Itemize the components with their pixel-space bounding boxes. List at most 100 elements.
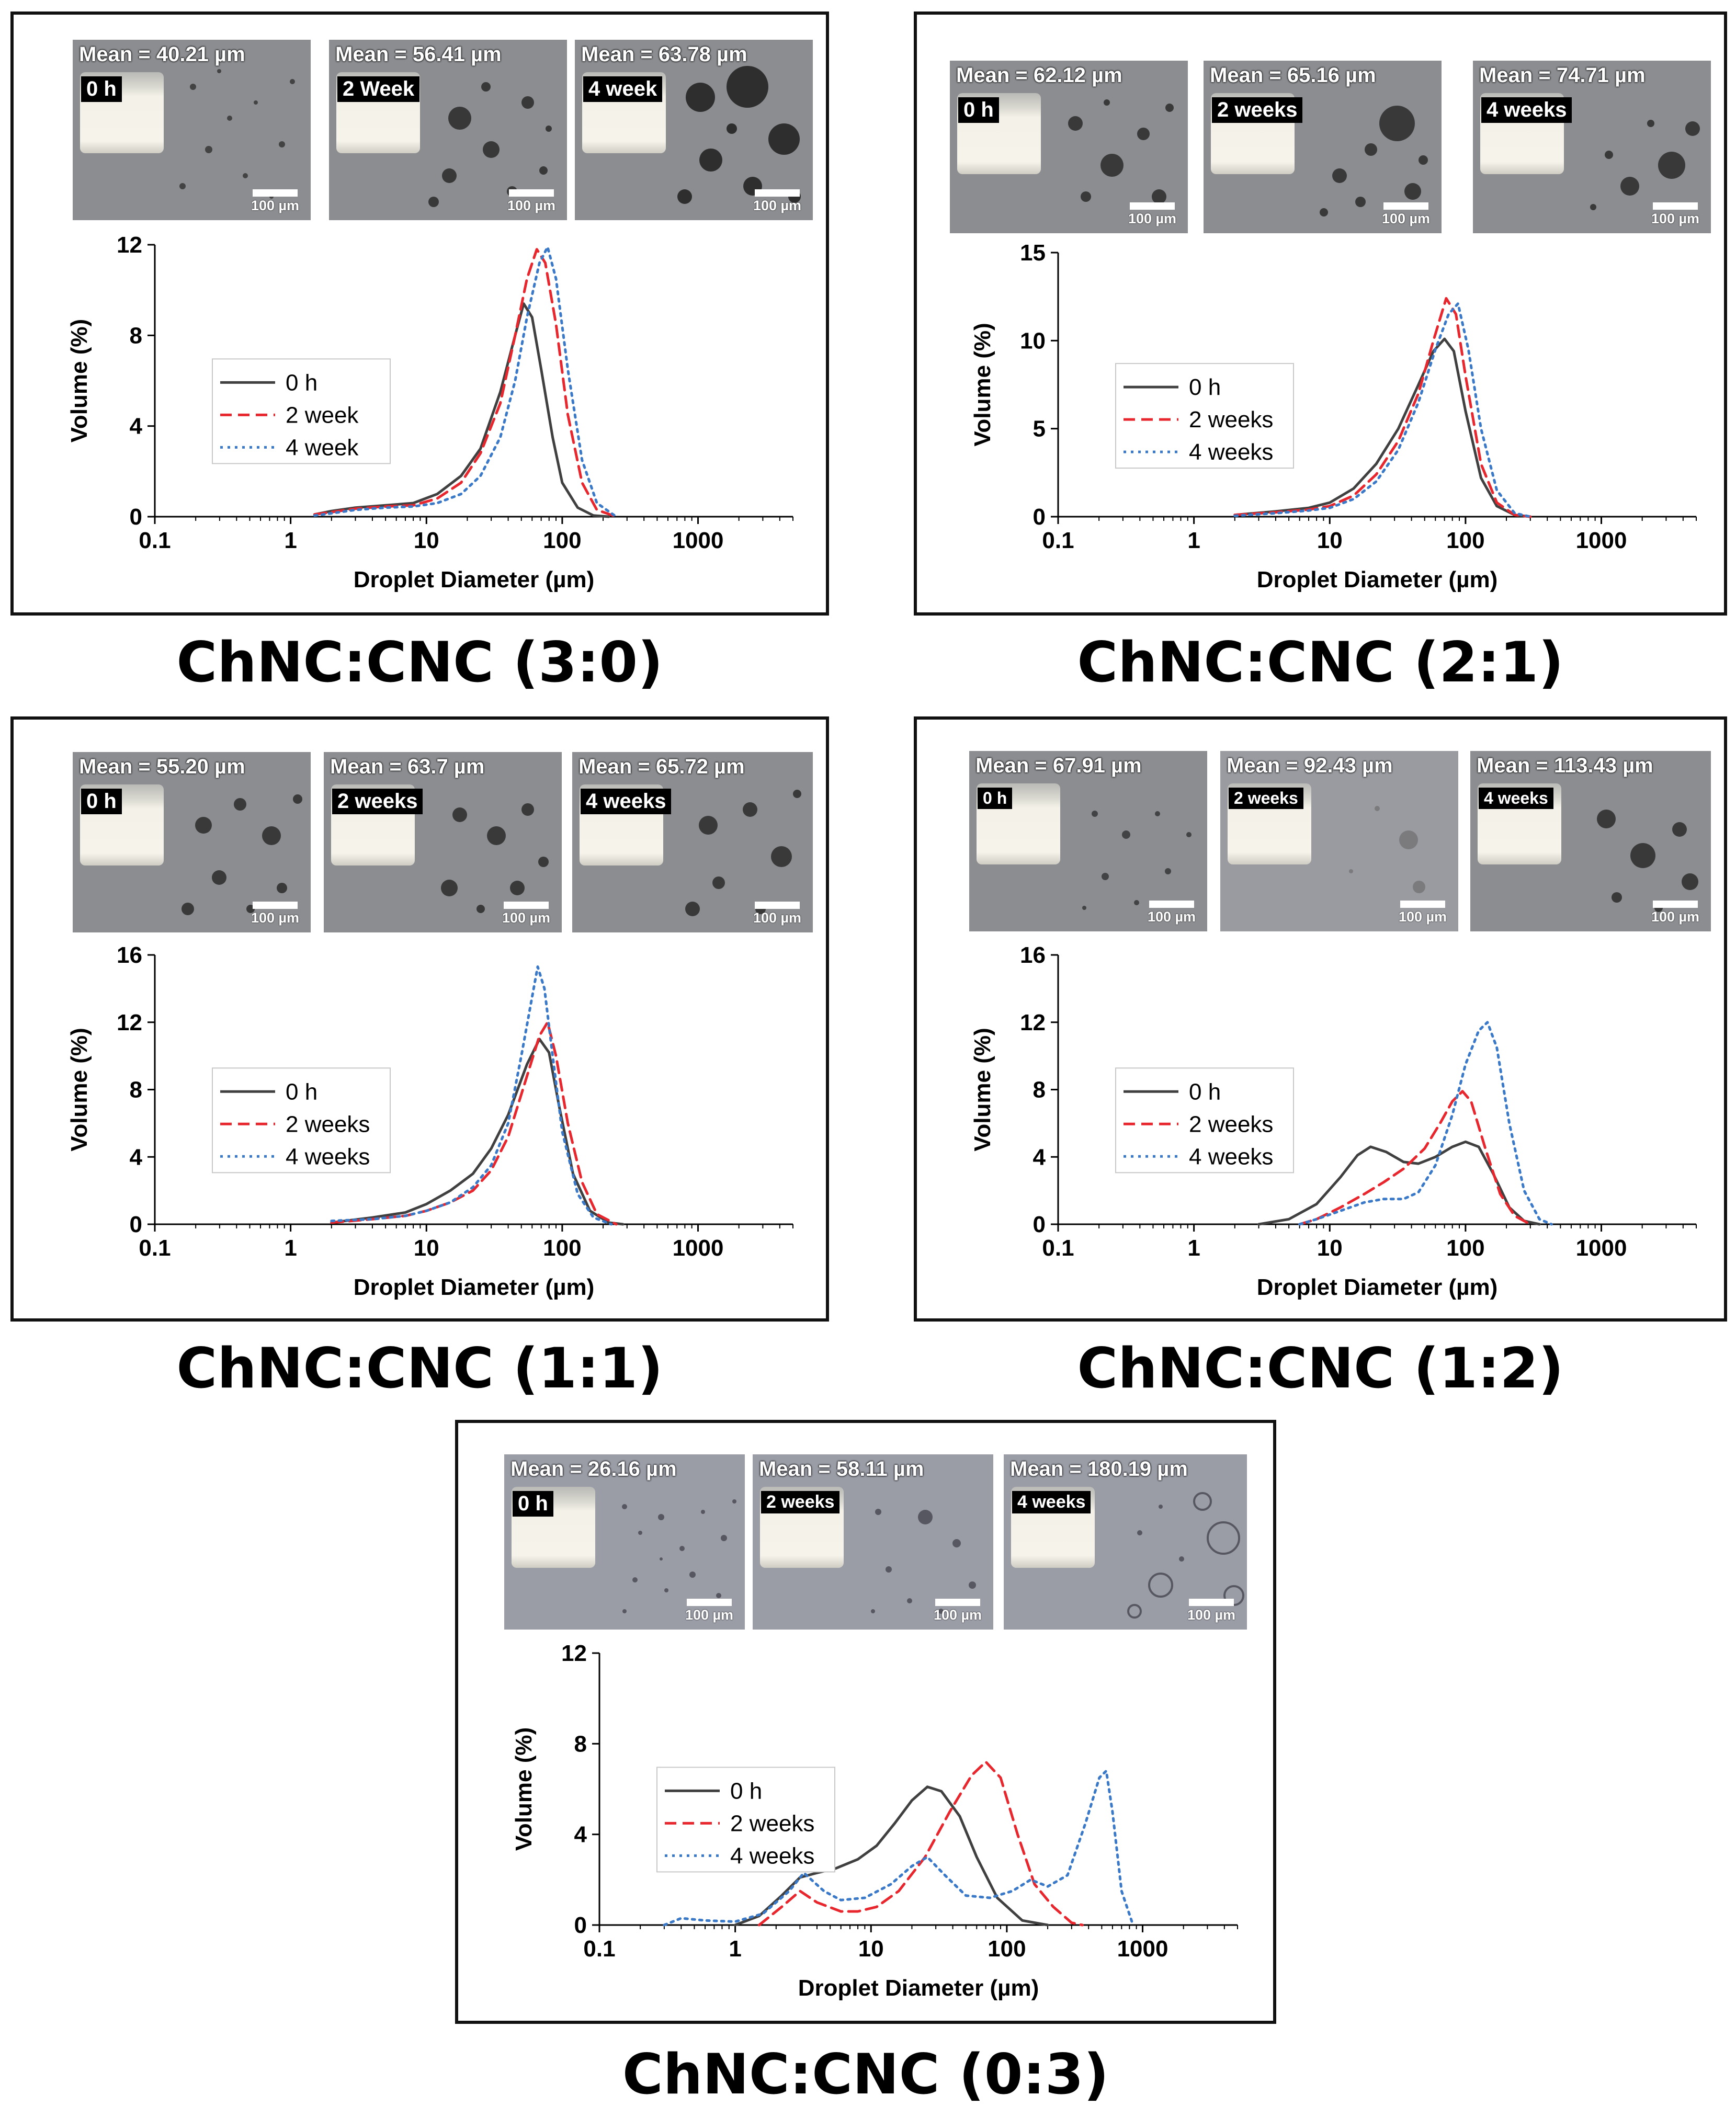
micrograph-0h: Mean = 62.12 µm 0 h 100 µm (950, 61, 1188, 233)
scale-bar-label: 100 µm (685, 1607, 734, 1623)
time-label: 2 weeks (1229, 788, 1303, 809)
scale-bar: 100 µm (249, 189, 301, 214)
panel-1-1: Mean = 55.20 µm 0 h 100 µm Mean = 63.7 µ… (10, 716, 829, 1322)
y-tick-label: 4 (130, 414, 143, 439)
scale-bar: 100 µm (249, 902, 301, 926)
mean-label: Mean = 58.11 µm (759, 1457, 924, 1481)
legend-entry: 4 weeks (286, 1144, 370, 1169)
scale-bar-label: 100 µm (1128, 211, 1177, 226)
y-tick-label: 0 (574, 1912, 587, 1938)
series-line-0-h (330, 1038, 625, 1226)
x-tick-label: 10 (414, 1235, 439, 1261)
y-tick-label: 4 (574, 1822, 587, 1848)
x-axis-label: Droplet Diameter (µm) (354, 1274, 595, 1300)
x-tick-label: 0.1 (1042, 528, 1074, 553)
chart-3-0: 0 4 8 12 0.1 1 10 100 1000 Droplet Diameter (µm) V… (66, 232, 793, 593)
mean-label: Mean = 62.12 µm (956, 64, 1122, 87)
micrograph-2-weeks: Mean = 58.11 µm 2 weeks 100 µm (753, 1454, 993, 1630)
legend-box (1115, 1067, 1294, 1174)
chart-1-1: 0 4 8 12 16 0.1 1 10 100 1000 Droplet Diameter (µm… (66, 942, 793, 1300)
scale-bar: 100 µm (1185, 1599, 1238, 1623)
time-label: 0 h (513, 1491, 553, 1517)
scale-bar: 100 µm (1649, 202, 1701, 227)
chart-2-1: 0 5 10 15 0.1 1 10 100 1000 Droplet Diameter (µm)… (970, 240, 1697, 593)
y-tick-label: 16 (117, 942, 142, 968)
x-tick-label: 100 (1446, 1235, 1484, 1261)
micrograph-0h: Mean = 40.21 µm 0 h 100 µm (73, 40, 311, 220)
legend-entry: 0 h (286, 370, 317, 395)
mean-label: Mean = 113.43 µm (1477, 754, 1653, 777)
legend-entry: 2 weeks (286, 1111, 370, 1137)
y-axis-label: Volume (%) (970, 323, 995, 446)
y-tick-label: 8 (574, 1731, 587, 1757)
micrograph-4-weeks: Mean = 74.71 µm 4 weeks 100 µm (1473, 61, 1711, 233)
time-label: 4 weeks (1481, 97, 1572, 123)
scale-bar: 100 µm (1380, 202, 1432, 227)
caption-3-0: ChNC:CNC (3:0) (176, 630, 663, 694)
time-label: 2 weeks (1212, 97, 1303, 123)
micrograph-2-weeks: Mean = 65.16 µm 2 weeks 100 µm (1204, 61, 1442, 233)
y-axis-label: Volume (%) (66, 1028, 92, 1151)
series-line-4-weeks (1298, 1021, 1553, 1226)
scale-bar: 100 µm (1649, 901, 1701, 925)
scale-bar-label: 100 µm (1147, 909, 1196, 925)
series-line-4-weeks (663, 1769, 1134, 1927)
y-tick-label: 10 (1020, 328, 1046, 354)
scale-bar-label: 100 µm (1381, 211, 1431, 226)
legend-entry: 2 week (286, 402, 359, 428)
caption-1-1: ChNC:CNC (1:1) (176, 1336, 663, 1400)
micrograph-4-weeks: Mean = 180.19 µm 4 weeks 100 µm (1004, 1454, 1247, 1630)
legend-entry: 0 h (1189, 374, 1221, 400)
mean-label: Mean = 55.20 µm (79, 755, 245, 778)
y-tick-label: 12 (117, 232, 142, 258)
y-axis-label: Volume (%) (66, 319, 92, 442)
x-tick-label: 100 (543, 1235, 581, 1261)
x-tick-label: 1 (729, 1936, 741, 1962)
scale-bar: 100 µm (932, 1599, 984, 1623)
scale-bar-label: 100 µm (753, 198, 802, 213)
series-line-4-weeks (330, 965, 613, 1226)
series-line-4-week (313, 245, 618, 518)
x-tick-label: 1000 (673, 1235, 724, 1261)
caption-2-1: ChNC:CNC (2:1) (1077, 630, 1564, 694)
series-line-2-weeks (1233, 297, 1532, 518)
chart-1-2: 0 4 8 12 16 0.1 1 10 100 1000 Droplet Diameter (µm… (970, 942, 1697, 1300)
legend-box (656, 1767, 835, 1873)
scale-bar-label: 100 µm (933, 1607, 982, 1623)
y-tick-label: 4 (1033, 1144, 1046, 1170)
x-tick-label: 0.1 (583, 1936, 615, 1962)
mean-label: Mean = 63.7 µm (330, 755, 485, 778)
y-tick-label: 15 (1020, 240, 1046, 266)
y-tick-label: 0 (130, 504, 142, 530)
series-line-4-weeks (1233, 302, 1532, 518)
scale-bar: 100 µm (751, 902, 803, 926)
panel-0-3: Mean = 26.16 µm 0 h 100 µm Mean = 58.11 … (455, 1420, 1276, 2024)
scale-bar: 100 µm (505, 189, 558, 214)
legend-entry: 4 weeks (1189, 1144, 1273, 1169)
time-label: 0 h (958, 97, 999, 123)
scale-bar-label: 100 µm (507, 198, 556, 213)
legend-entry: 4 week (286, 435, 359, 460)
time-label: 2 weeks (332, 789, 423, 814)
mean-label: Mean = 56.41 µm (335, 43, 502, 66)
series-line-0-h (1257, 1140, 1541, 1226)
micrograph-2-week: Mean = 56.41 µm 2 Week 100 µm (329, 40, 567, 220)
legend-box (212, 358, 391, 464)
mean-label: Mean = 63.78 µm (581, 43, 747, 66)
y-tick-label: 5 (1033, 416, 1046, 442)
series-line-2-weeks (1298, 1090, 1532, 1226)
time-label: 4 week (583, 76, 663, 102)
x-tick-label: 1000 (1576, 528, 1627, 553)
x-tick-label: 0.1 (1042, 1235, 1074, 1261)
time-label: 2 Week (337, 76, 420, 102)
legend-entry: 2 weeks (1189, 1111, 1273, 1137)
chart-0-3: 0 4 8 12 0.1 1 10 100 1000 Droplet Diameter (µm) V… (511, 1641, 1238, 2001)
series-line-2-weeks (330, 1021, 618, 1226)
micrograph-4-weeks: Mean = 113.43 µm 4 weeks 100 µm (1470, 751, 1711, 931)
scale-bar-label: 100 µm (502, 910, 551, 926)
mean-label: Mean = 74.71 µm (1479, 64, 1646, 87)
scale-bar-label: 100 µm (1651, 909, 1700, 925)
micrograph-4-week: Mean = 63.78 µm 4 week 100 µm (575, 40, 813, 220)
x-tick-label: 100 (543, 528, 581, 553)
time-label: 4 weeks (1479, 788, 1553, 809)
